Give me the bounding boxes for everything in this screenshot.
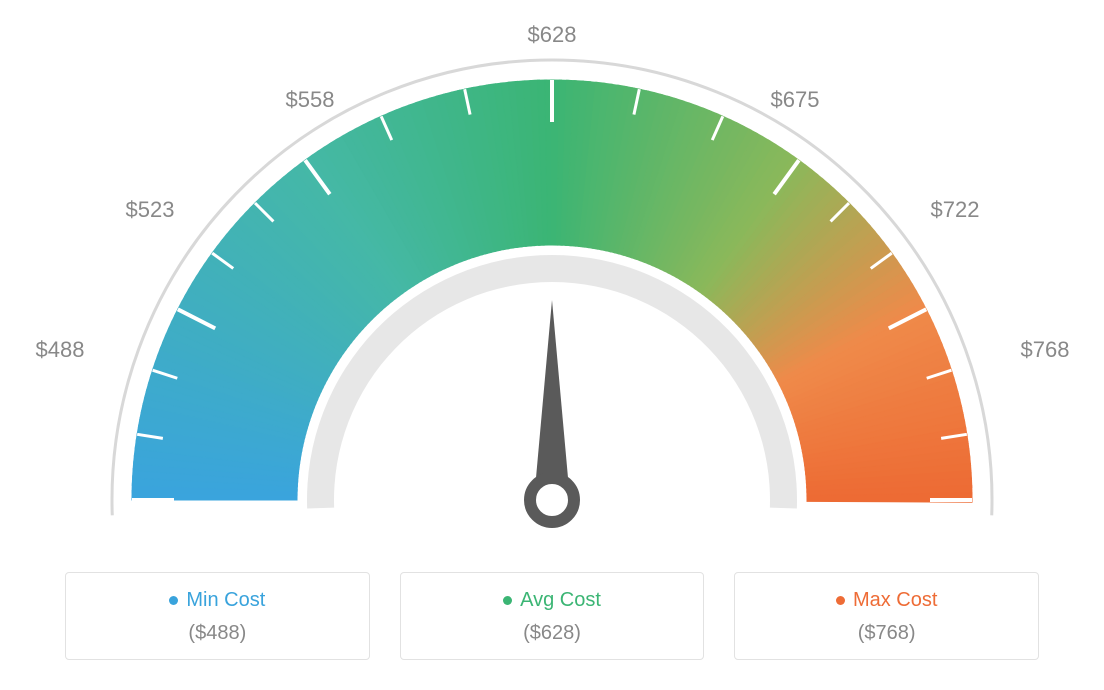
tick-label: $488 (36, 337, 85, 363)
legend-min-title: Min Cost (169, 589, 265, 612)
tick-label: $675 (771, 87, 820, 113)
dot-icon (503, 596, 512, 605)
legend-min-value: ($488) (76, 622, 359, 645)
tick-label: $628 (528, 22, 577, 48)
legend-avg-label: Avg Cost (520, 589, 601, 612)
gauge-chart: $488 $523 $558 $628 $675 $722 $768 (0, 0, 1104, 560)
legend-avg: Avg Cost ($628) (400, 572, 705, 660)
legend-min: Min Cost ($488) (65, 572, 370, 660)
legend-row: Min Cost ($488) Avg Cost ($628) Max Cost… (65, 572, 1039, 660)
legend-max-label: Max Cost (853, 589, 937, 612)
dot-icon (836, 596, 845, 605)
tick-label: $722 (931, 197, 980, 223)
legend-avg-value: ($628) (411, 622, 694, 645)
chart-container: $488 $523 $558 $628 $675 $722 $768 Min Cost ($… (0, 0, 1104, 690)
gauge-svg (0, 0, 1104, 560)
dot-icon (169, 596, 178, 605)
legend-max-value: ($768) (745, 622, 1028, 645)
tick-label: $558 (286, 87, 335, 113)
legend-max-title: Max Cost (836, 589, 937, 612)
legend-min-label: Min Cost (186, 589, 265, 612)
tick-label: $768 (1021, 337, 1070, 363)
legend-max: Max Cost ($768) (734, 572, 1039, 660)
tick-label: $523 (126, 197, 175, 223)
legend-avg-title: Avg Cost (503, 589, 601, 612)
